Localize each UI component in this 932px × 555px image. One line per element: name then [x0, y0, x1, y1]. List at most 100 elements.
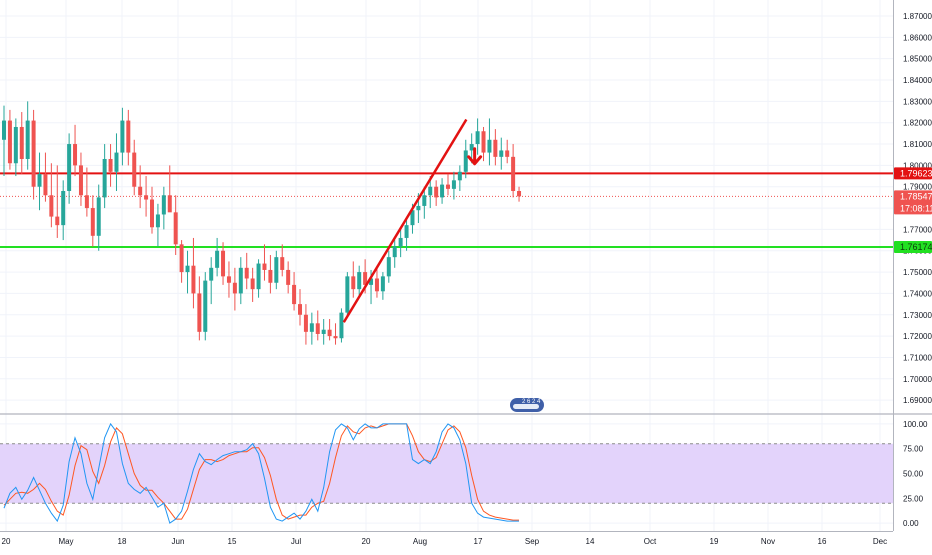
stochastic-axis[interactable]: 100.00 75.00 50.00 25.00 0.00 — [903, 420, 928, 528]
candle-body — [280, 257, 285, 270]
candle-body — [209, 267, 214, 281]
candle-body — [339, 312, 344, 339]
candle-body — [55, 216, 60, 226]
candle-body — [37, 173, 42, 187]
candle-body — [13, 126, 18, 164]
arrow-down-icon[interactable] — [467, 147, 483, 166]
candle-body — [167, 195, 172, 213]
candle-body — [487, 139, 492, 153]
candle-body — [226, 276, 231, 283]
countdown-text: 17:08:11 — [900, 203, 932, 213]
candle-body — [114, 152, 119, 172]
price-tick-label: 1.84000 — [903, 76, 932, 85]
candle-body — [286, 269, 291, 285]
candle-body — [410, 210, 415, 226]
candle-body — [404, 225, 409, 238]
time-axis[interactable]: 20 May 18 Jun 15 Jul 20 Aug 17 Sep 14 Oct 19 Nov 16 Dec — [2, 537, 888, 546]
time-tick-label: Sep — [525, 537, 540, 546]
stochastic-tick-label: 75.00 — [903, 445, 924, 454]
time-tick-label: 19 — [710, 537, 719, 546]
support-price-text: 1.76174 — [900, 242, 932, 252]
candle-body — [144, 195, 149, 200]
price-tick-label: 1.69000 — [903, 396, 932, 405]
candle-body — [481, 131, 486, 153]
support-price-label: 1.76174 — [894, 241, 932, 254]
price-tick-label: 1.75000 — [903, 268, 932, 277]
time-tick-label: 17 — [474, 537, 483, 546]
candle-body — [90, 208, 95, 236]
price-tick-label: 1.70000 — [903, 375, 932, 384]
candle-body — [256, 263, 261, 290]
time-tick-label: 14 — [586, 537, 595, 546]
candle-body — [321, 329, 326, 334]
candle-body — [309, 323, 314, 332]
price-tick-label: 1.86000 — [903, 33, 932, 42]
candle-body — [191, 265, 196, 294]
candle-body — [469, 144, 474, 151]
candle-body — [132, 152, 137, 187]
indicator-logo-icon[interactable]: 2 6 2 4 — [510, 398, 544, 412]
time-tick-label: Jul — [291, 537, 301, 546]
candle-body — [221, 250, 226, 277]
candle-body — [73, 144, 78, 166]
candle-body — [120, 120, 125, 153]
candle-body — [49, 195, 54, 217]
candle-body — [173, 212, 178, 245]
candle-body — [2, 120, 6, 140]
candle-body — [268, 269, 273, 283]
candle-body — [108, 158, 113, 172]
time-tick-label: 20 — [2, 537, 11, 546]
candle-body — [84, 195, 89, 209]
candle-body — [31, 120, 36, 187]
candle-body — [315, 323, 320, 334]
candles-group — [2, 101, 522, 345]
time-tick-label: 15 — [228, 537, 237, 546]
price-tick-label: 1.74000 — [903, 289, 932, 298]
candle-body — [78, 165, 83, 196]
candle-body — [43, 173, 48, 196]
candle-body — [446, 184, 450, 189]
candle-body — [374, 278, 379, 292]
candle-body — [298, 304, 302, 315]
candle-body — [451, 180, 456, 189]
price-tick-label: 1.73000 — [903, 311, 932, 320]
candle-body — [244, 267, 249, 279]
price-tick-label: 1.77000 — [903, 225, 932, 234]
candle-body — [463, 150, 468, 172]
time-tick-label: Oct — [644, 537, 657, 546]
resistance-price-text: 1.79623 — [900, 168, 932, 178]
time-tick-label: Dec — [873, 537, 887, 546]
candle-body — [232, 282, 237, 294]
candle-body — [357, 272, 362, 290]
candle-body — [7, 120, 12, 164]
candle-body — [392, 246, 397, 258]
candle-body — [511, 156, 516, 191]
candle-body — [517, 190, 522, 197]
candle-body — [179, 244, 184, 273]
candle-body — [102, 158, 107, 198]
price-tick-label: 1.80000 — [903, 161, 932, 170]
candle-body — [303, 314, 308, 332]
candle-body — [333, 336, 338, 339]
price-grid — [0, 0, 893, 531]
current-price-text: 1.78547 — [900, 191, 932, 201]
price-tick-label: 1.72000 — [903, 332, 932, 341]
candle-body — [422, 195, 427, 206]
price-tick-label: 1.87000 — [903, 12, 932, 21]
candle-body — [155, 214, 160, 228]
stochastic-k-line — [3, 422, 519, 524]
time-tick-label: Nov — [761, 537, 775, 546]
time-tick-label: 20 — [362, 537, 371, 546]
price-axis[interactable]: 1.87000 1.86000 1.85000 1.84000 1.83000 1.820… — [903, 12, 932, 405]
trendline[interactable] — [342, 118, 468, 323]
candle-body — [434, 186, 439, 198]
candle-body — [369, 278, 374, 285]
price-tick-label: 1.82000 — [903, 119, 932, 128]
price-tick-label: 1.85000 — [903, 55, 932, 64]
candle-body — [274, 257, 279, 283]
price-tick-label: 1.71000 — [903, 353, 932, 362]
candle-body — [138, 186, 143, 196]
candle-body — [126, 120, 131, 153]
